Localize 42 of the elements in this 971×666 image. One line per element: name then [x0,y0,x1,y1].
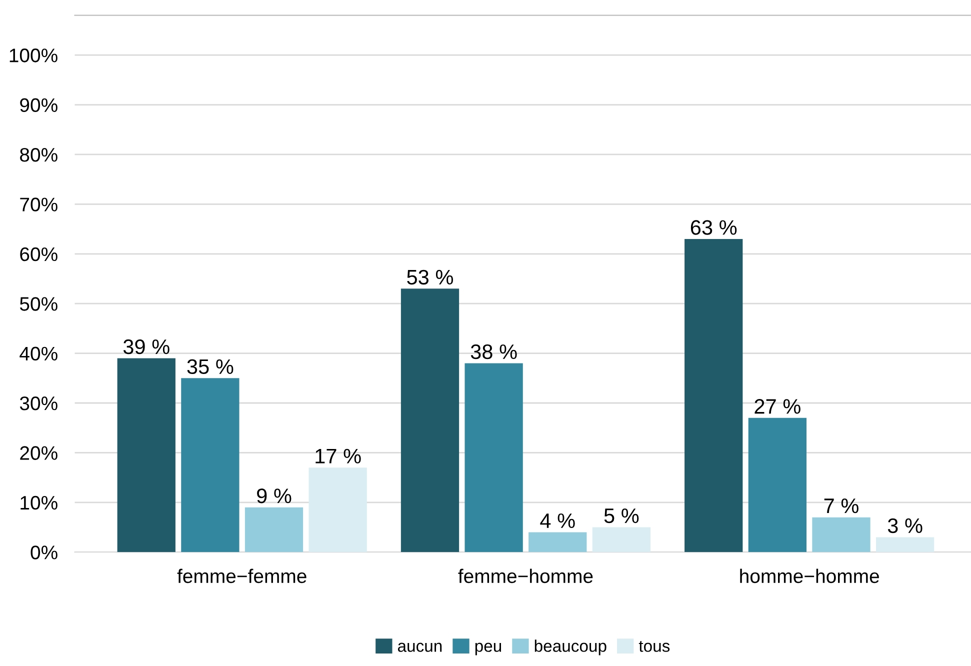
data-label: 9 % [257,488,292,504]
legend-label: aucun [398,642,442,652]
x-tick-label: femme−femme [177,568,306,584]
legend-label: beaucoup [534,640,606,656]
y-tick-label: 20% [20,446,58,460]
data-label: 38 % [470,344,517,360]
bar [464,363,523,552]
y-tick-label: 40% [20,346,58,361]
data-label: 53 % [407,270,453,285]
legend-label: tous [638,640,670,652]
bar [748,418,806,552]
data-label: 39 % [123,339,170,354]
bar [812,517,870,552]
bar [528,532,587,552]
bar [117,358,176,552]
y-tick-label: 0% [30,546,58,560]
data-label: 4 % [540,513,575,528]
x-tick-label: homme−homme [740,568,879,584]
y-tick-label: 70% [20,198,58,212]
bar [400,288,460,552]
data-label: 17 % [316,448,361,464]
data-label: 35 % [187,359,234,374]
bar [181,378,240,552]
y-tick-label: 60% [20,247,58,262]
y-tick-label: 50% [20,297,58,311]
bar [308,468,367,552]
data-label: 63 % [690,220,737,235]
x-tick-label: femme−homme [458,568,593,584]
bar [592,527,651,552]
legend-label: peu [475,642,502,656]
y-tick-label: 80% [20,148,58,162]
y-tick-label: 90% [20,98,58,112]
bar [684,238,743,552]
y-tick-label: 100% [10,48,58,62]
bar [244,507,304,552]
data-label: 3 % [888,518,922,534]
data-label: 5 % [604,508,639,524]
data-label: 7 % [824,498,858,514]
y-tick-label: 10% [20,496,58,510]
data-label: 27 % [754,399,800,414]
bar [876,537,934,552]
y-tick-label: 30% [20,396,58,410]
